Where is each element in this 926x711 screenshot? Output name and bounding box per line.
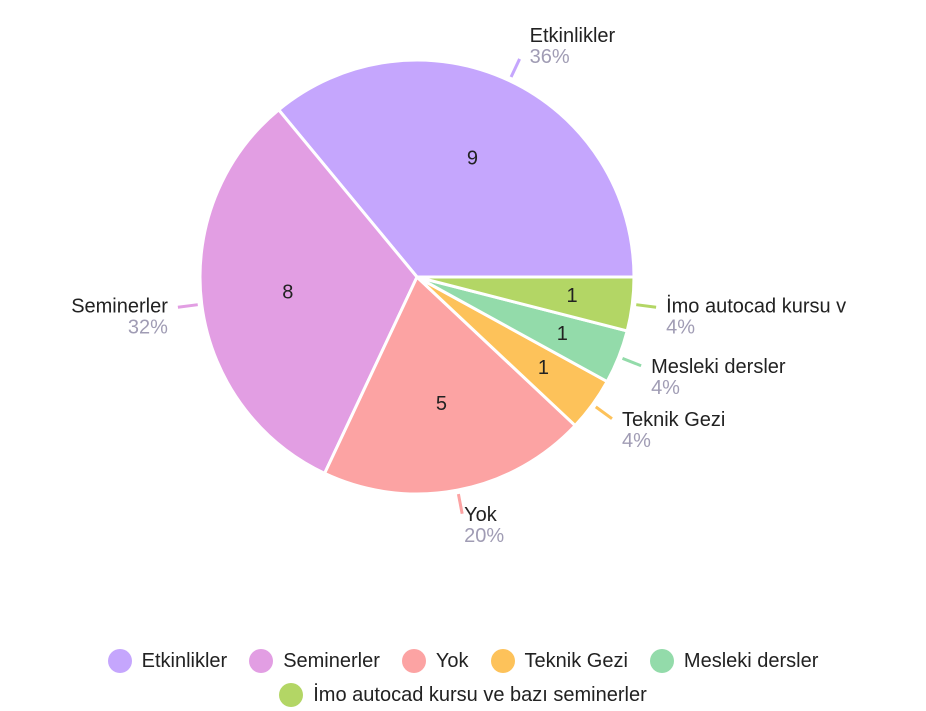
slice-value-label: 8	[282, 282, 293, 304]
leader-line	[621, 356, 642, 368]
slice-percent-label: 36%	[530, 46, 570, 68]
legend-item[interactable]: Teknik Gezi	[490, 648, 628, 674]
pie-slice	[416, 275, 636, 333]
legend-item[interactable]: İmo autocad kursu ve bazı seminerler	[279, 682, 647, 708]
legend-label: Etkinlikler	[141, 649, 228, 672]
pie-slice	[198, 107, 419, 476]
slice-percent-label: 4%	[622, 430, 651, 452]
slice-percent-label: 20%	[464, 525, 504, 547]
legend-label: İmo autocad kursu ve bazı seminerler	[313, 683, 647, 706]
leader-line	[177, 303, 198, 309]
slice-value-label: 1	[538, 357, 549, 379]
legend-swatch	[490, 649, 515, 673]
slice-percent-label: 32%	[128, 316, 168, 338]
legend-items: Etkinlikler Seminerler Yok Teknik Gezi Mesle…	[43, 648, 883, 708]
legend-label: Yok	[435, 649, 469, 672]
legend-swatch	[649, 649, 674, 673]
slice-percent-label: 4%	[651, 377, 680, 399]
slice-value-label: 5	[436, 393, 447, 415]
slice-name-label: İmo autocad kursu v	[666, 294, 846, 317]
slice-name-label: Yok	[464, 504, 498, 526]
leader-line	[456, 493, 464, 515]
legend-label: Mesleki dersler	[683, 649, 819, 672]
legend-item[interactable]: Etkinlikler	[107, 648, 228, 674]
slice-name-label: Mesleki dersler	[651, 356, 786, 378]
pie-slice	[322, 274, 578, 496]
legend-item[interactable]: Yok	[401, 648, 469, 674]
slice-value-label: 1	[566, 285, 577, 307]
legend-swatch	[249, 649, 274, 673]
legend-swatch	[279, 683, 304, 707]
leader-line	[509, 58, 521, 78]
slice-value-label: 9	[467, 147, 478, 169]
leader-line	[636, 303, 657, 309]
slice-name-label: Etkinlikler	[530, 25, 616, 47]
legend-swatch	[107, 649, 132, 673]
leader-line	[594, 405, 613, 420]
legend-label: Seminerler	[283, 649, 380, 672]
legend-swatch	[401, 649, 426, 673]
slice-name-label: Seminerler	[71, 295, 168, 317]
slice-name-label: Teknik Gezi	[622, 409, 725, 431]
slice-value-label: 1	[557, 323, 568, 345]
legend-item[interactable]: Mesleki dersler	[649, 648, 819, 674]
legend: Etkinlikler Seminerler Yok Teknik Gezi Mesle…	[0, 648, 926, 708]
pie-slice	[276, 58, 636, 279]
legend-item[interactable]: Seminerler	[249, 648, 380, 674]
slice-percent-label: 4%	[666, 316, 695, 338]
legend-label: Teknik Gezi	[524, 649, 628, 672]
